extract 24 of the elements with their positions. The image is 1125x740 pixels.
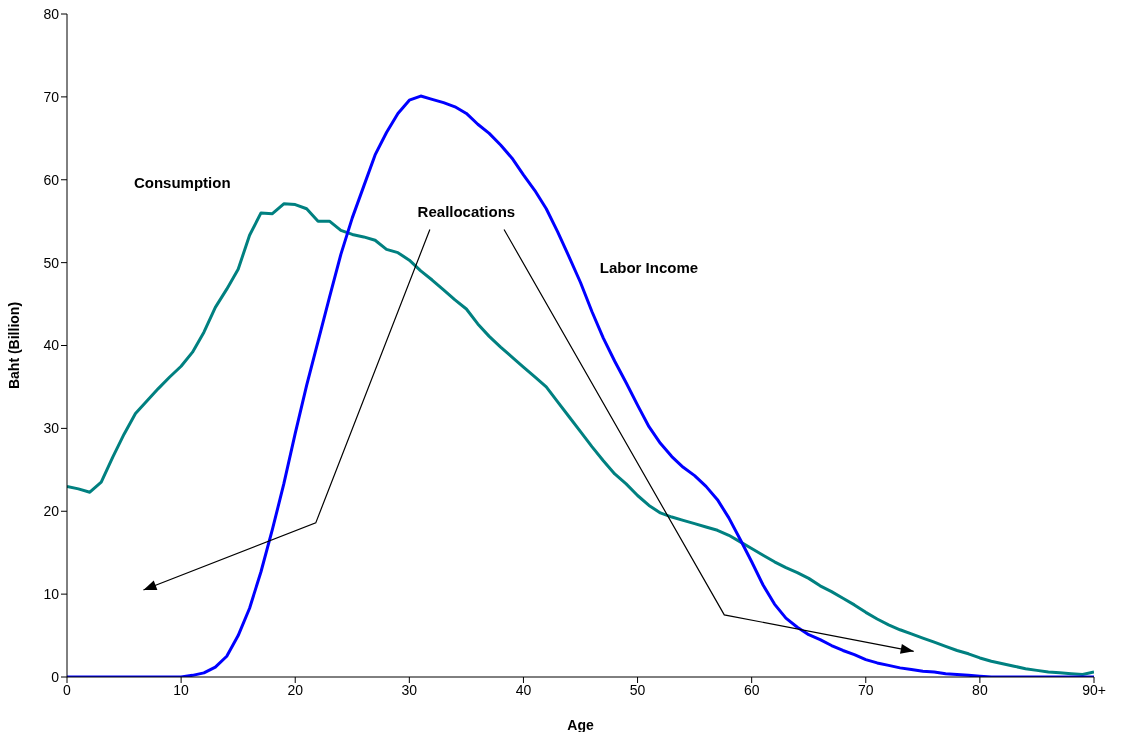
y-tick-label: 60 <box>43 171 60 188</box>
x-tick-label: 90+ <box>1082 681 1106 698</box>
x-tick-label: 60 <box>743 681 760 698</box>
x-tick-label: 70 <box>857 681 874 698</box>
x-tick-label: 50 <box>629 681 646 698</box>
y-tick-label: 30 <box>43 420 60 437</box>
y-tick-label: 10 <box>43 586 60 603</box>
x-tick-label: 40 <box>515 681 532 698</box>
y-tick-label: 80 <box>43 5 60 22</box>
text: Consumption <box>133 174 231 192</box>
x-axis-title: Age <box>567 717 594 733</box>
x-tick-label: 30 <box>401 681 418 698</box>
annotation: Reallocations <box>417 203 516 221</box>
x-tick-label: 20 <box>287 681 304 698</box>
x-tick-label: 0 <box>63 681 72 698</box>
y-tick-label: 70 <box>43 88 60 105</box>
x-tick-label: 10 <box>173 681 190 698</box>
y-tick-label: 40 <box>43 337 60 354</box>
y-tick-label: 50 <box>43 254 60 271</box>
y-tick-label: 20 <box>43 503 60 520</box>
series-label: Labor Income <box>599 259 699 277</box>
y-tick-label: 0 <box>51 668 60 685</box>
x-tick-label: 80 <box>972 681 988 698</box>
y-axis-title: Baht (Billion) <box>5 301 22 390</box>
